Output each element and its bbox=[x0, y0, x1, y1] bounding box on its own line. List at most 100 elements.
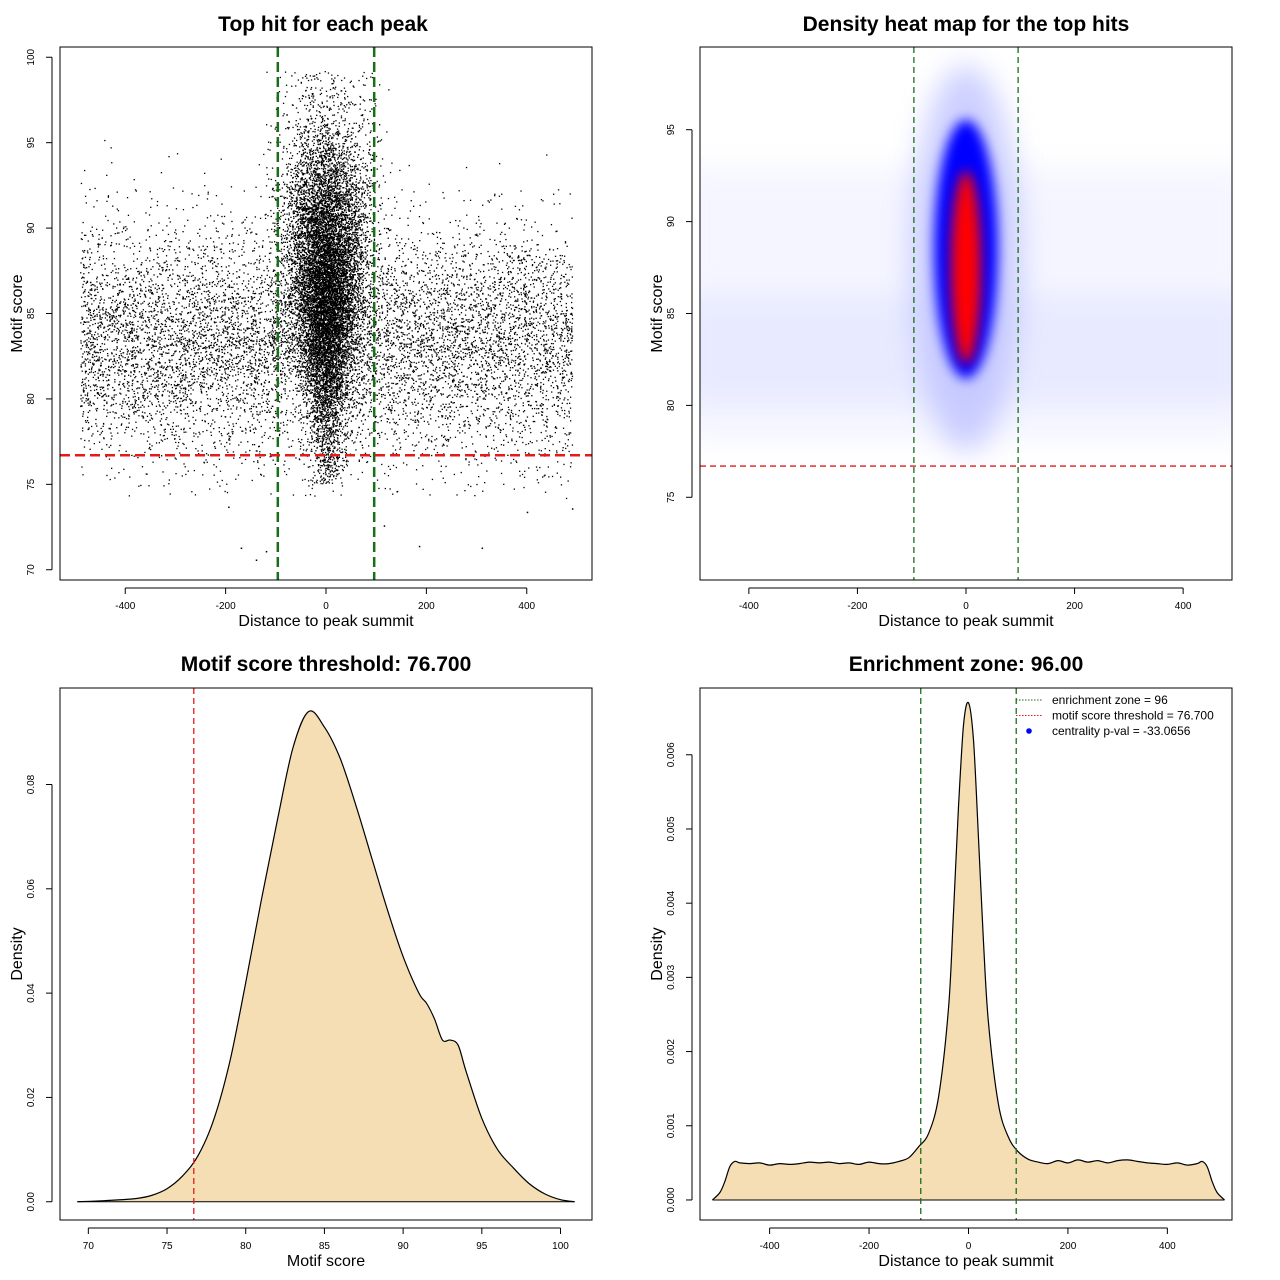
point bbox=[501, 313, 503, 315]
point bbox=[568, 327, 570, 329]
point bbox=[258, 358, 260, 360]
point bbox=[453, 285, 455, 287]
point bbox=[292, 355, 294, 358]
point bbox=[108, 360, 110, 362]
point bbox=[184, 358, 186, 360]
point bbox=[447, 426, 449, 428]
point bbox=[176, 153, 179, 155]
point bbox=[201, 386, 203, 388]
point bbox=[493, 378, 495, 380]
point bbox=[222, 393, 225, 395]
point bbox=[447, 383, 449, 385]
point bbox=[458, 284, 460, 286]
point bbox=[88, 427, 90, 429]
point bbox=[168, 383, 170, 385]
point bbox=[201, 450, 203, 452]
point bbox=[438, 278, 440, 280]
point bbox=[571, 359, 573, 361]
point bbox=[412, 248, 415, 251]
point bbox=[557, 361, 559, 363]
point bbox=[105, 310, 107, 312]
point bbox=[363, 414, 365, 416]
point bbox=[566, 245, 568, 247]
point bbox=[123, 468, 125, 470]
point bbox=[501, 338, 503, 340]
point bbox=[301, 352, 303, 354]
point bbox=[471, 383, 473, 385]
point bbox=[441, 293, 443, 295]
point bbox=[350, 361, 352, 363]
point bbox=[167, 295, 169, 297]
point bbox=[363, 413, 365, 416]
point bbox=[144, 399, 146, 401]
point bbox=[524, 320, 526, 322]
point bbox=[565, 321, 567, 323]
point bbox=[240, 355, 242, 357]
point bbox=[569, 407, 572, 409]
point bbox=[162, 471, 164, 473]
point bbox=[206, 358, 208, 360]
point bbox=[361, 404, 364, 406]
point bbox=[370, 406, 372, 408]
point bbox=[436, 236, 439, 238]
point bbox=[429, 349, 431, 351]
point bbox=[456, 295, 458, 297]
point bbox=[253, 310, 255, 312]
point bbox=[401, 248, 403, 250]
point bbox=[146, 415, 149, 417]
point bbox=[560, 334, 562, 336]
point bbox=[446, 349, 449, 351]
point bbox=[492, 304, 494, 306]
point bbox=[249, 429, 251, 431]
point bbox=[360, 176, 362, 178]
point bbox=[441, 273, 444, 276]
point bbox=[454, 360, 456, 362]
point bbox=[509, 255, 511, 257]
point bbox=[84, 304, 86, 306]
point bbox=[186, 406, 189, 408]
point bbox=[106, 282, 108, 284]
point bbox=[127, 387, 129, 390]
point bbox=[442, 377, 444, 379]
point bbox=[137, 325, 139, 327]
point bbox=[363, 378, 365, 380]
point bbox=[205, 351, 207, 353]
point bbox=[199, 308, 201, 310]
point bbox=[549, 436, 551, 438]
point bbox=[121, 373, 123, 375]
point bbox=[84, 249, 86, 252]
point bbox=[391, 272, 393, 274]
point bbox=[434, 288, 436, 290]
point bbox=[197, 345, 200, 347]
point bbox=[103, 394, 106, 396]
point bbox=[379, 316, 381, 319]
point bbox=[193, 358, 195, 361]
point bbox=[504, 233, 506, 236]
point bbox=[405, 273, 407, 275]
point bbox=[484, 482, 486, 484]
point bbox=[265, 379, 267, 381]
point bbox=[404, 374, 406, 376]
point bbox=[87, 402, 89, 404]
point bbox=[556, 318, 558, 320]
point bbox=[546, 435, 548, 437]
point bbox=[329, 302, 331, 304]
point bbox=[553, 278, 555, 280]
point bbox=[387, 331, 389, 333]
point bbox=[200, 323, 202, 325]
point bbox=[237, 300, 239, 302]
point bbox=[263, 434, 265, 436]
point bbox=[216, 297, 219, 299]
point bbox=[243, 309, 245, 312]
point bbox=[271, 291, 273, 293]
point bbox=[383, 373, 385, 375]
point bbox=[392, 382, 395, 385]
point bbox=[133, 370, 135, 372]
point bbox=[503, 336, 506, 338]
point bbox=[389, 401, 391, 403]
point bbox=[325, 396, 327, 398]
point bbox=[147, 316, 149, 318]
point bbox=[93, 310, 95, 313]
point bbox=[217, 316, 219, 319]
point bbox=[367, 380, 369, 382]
